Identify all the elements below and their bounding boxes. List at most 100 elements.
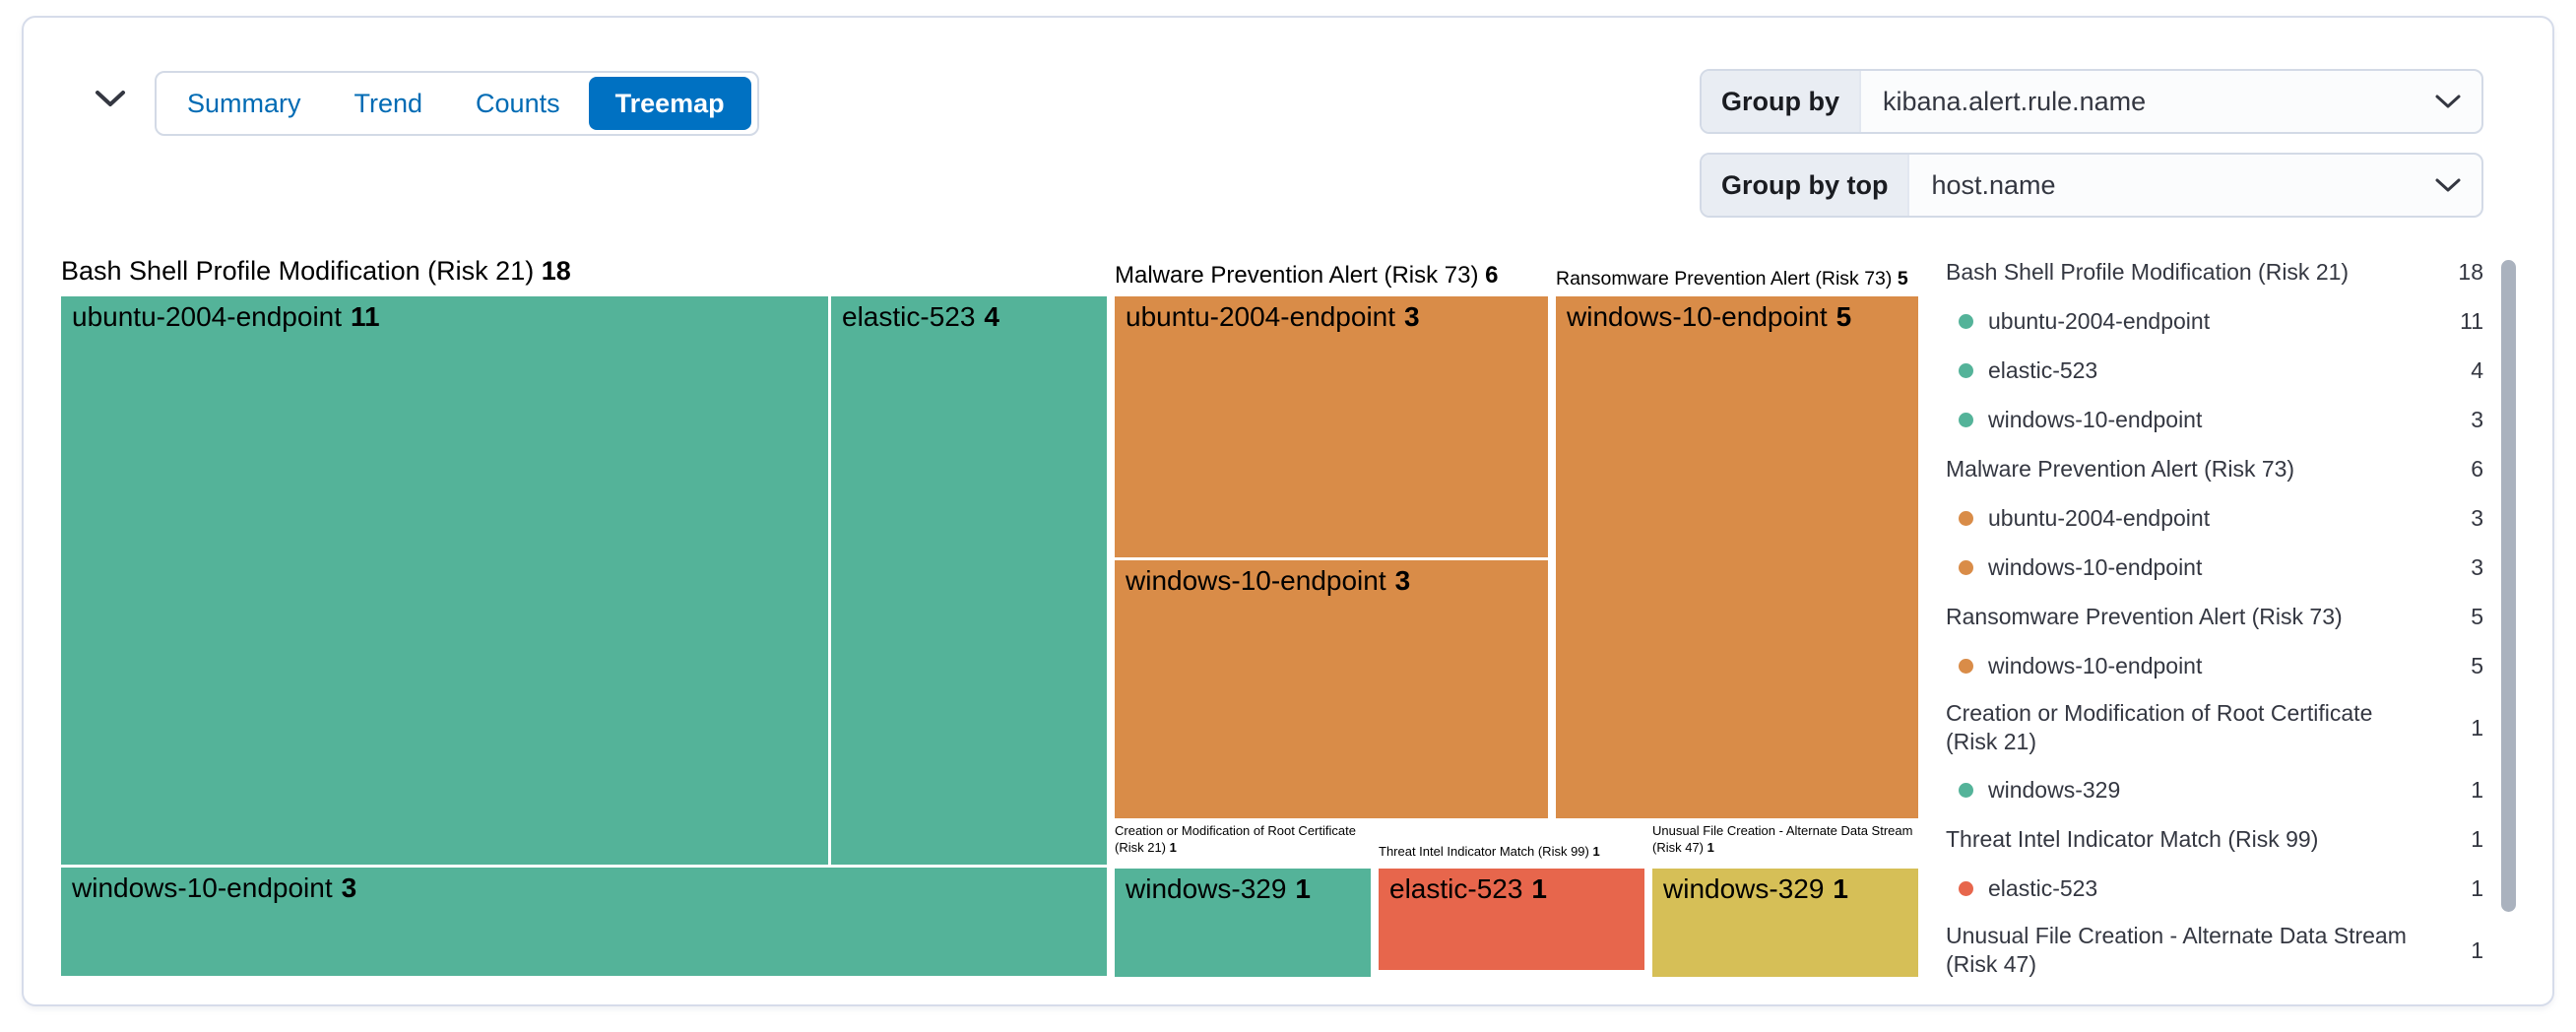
treemap-cell[interactable]: windows-10-endpoint 5 (1556, 296, 1918, 818)
legend-label: windows-10-endpoint (1988, 406, 2203, 432)
treemap-group-header: Unusual File Creation - Alternate Data S… (1652, 823, 1920, 857)
treemap-group-header: Ransomware Prevention Alert (Risk 73) 5 (1556, 268, 1908, 290)
group-by-top-control: Group by top host.name (1700, 153, 2483, 218)
legend-dot (1959, 782, 1973, 798)
legend-dot (1959, 559, 1973, 575)
chevron-down-icon[interactable] (2434, 155, 2481, 216)
legend-value: 6 (2471, 455, 2483, 482)
group-count: 6 (1485, 262, 1499, 289)
treemap-cell[interactable]: ubuntu-2004-endpoint 11 (61, 296, 828, 865)
legend-item-row[interactable]: elastic-523 4 (1946, 346, 2483, 395)
chevron-down-icon[interactable] (2434, 71, 2481, 132)
legend-value: 1 (2471, 825, 2483, 852)
legend-label: Threat Intel Indicator Match (Risk 99) (1946, 825, 2319, 852)
tab-counts[interactable]: Counts (449, 77, 587, 130)
legend-label: ubuntu-2004-endpoint (1988, 504, 2211, 531)
legend-title-row[interactable]: Bash Shell Profile Modification (Risk 21… (1946, 247, 2483, 296)
legend-value: 1 (2471, 936, 2483, 963)
treemap-cell[interactable]: elastic-523 1 (1379, 869, 1644, 970)
legend-label: Malware Prevention Alert (Risk 73) (1946, 455, 2295, 482)
legend-item-row[interactable]: windows-10-endpoint 3 (1946, 543, 2483, 592)
legend-item-row[interactable]: windows-10-endpoint 5 (1946, 641, 2483, 690)
treemap-group-header: Threat Intel Indicator Match (Risk 99) 1 (1379, 844, 1644, 861)
group-label: Malware Prevention Alert (Risk 73) (1115, 262, 1479, 289)
legend-item-row[interactable]: windows-329 1 (1946, 765, 2483, 814)
treemap-cell[interactable]: windows-329 1 (1115, 869, 1371, 977)
legend-title-row[interactable]: Ransomware Prevention Alert (Risk 73) 5 (1946, 592, 2483, 641)
legend-value: 11 (2460, 307, 2483, 334)
legend-dot (1959, 313, 1973, 329)
group-count: 18 (541, 256, 571, 286)
group-by-label: Group by (1702, 71, 1861, 132)
view-tab-group: Summary Trend Counts Treemap (155, 71, 759, 136)
legend-value: 4 (2471, 356, 2483, 383)
legend-item-row[interactable]: elastic-523 1 (1946, 864, 2483, 913)
legend-item-row[interactable]: ubuntu-2004-endpoint 3 (1946, 493, 2483, 543)
cell-label: ubuntu-2004-endpoint 11 (72, 301, 380, 332)
legend-value: 1 (2471, 714, 2483, 741)
legend-title-row[interactable]: Malware Prevention Alert (Risk 73) 6 (1946, 444, 2483, 493)
group-label: Threat Intel Indicator Match (Risk 99) (1379, 844, 1589, 859)
group-label: Creation or Modification of Root Certifi… (1115, 823, 1356, 855)
group-label: Ransomware Prevention Alert (Risk 73) (1556, 268, 1893, 290)
legend-value: 1 (2471, 874, 2483, 901)
legend-value: 5 (2471, 652, 2483, 678)
legend-title-row[interactable]: Unusual File Creation - Alternate Data S… (1946, 913, 2483, 988)
cell-label: windows-10-endpoint 3 (72, 872, 357, 903)
legend-title-row[interactable]: Creation or Modification of Root Certifi… (1946, 690, 2483, 765)
cell-label: elastic-523 1 (1389, 873, 1547, 904)
legend-value: 1 (2471, 776, 2483, 803)
group-count: 1 (1592, 844, 1600, 859)
legend-value: 3 (2471, 504, 2483, 531)
treemap-cell[interactable]: windows-10-endpoint 3 (61, 868, 1107, 976)
treemap-cell[interactable]: ubuntu-2004-endpoint 3 (1115, 296, 1548, 557)
group-by-control: Group by kibana.alert.rule.name (1700, 69, 2483, 134)
legend-item-row[interactable]: windows-10-endpoint 3 (1946, 395, 2483, 444)
legend-scrollbar-thumb[interactable] (2501, 260, 2516, 912)
legend-label: windows-10-endpoint (1988, 652, 2203, 678)
legend-label: windows-329 (1988, 776, 2121, 803)
alerts-panel: Summary Trend Counts Treemap Group by ki… (22, 16, 2554, 1006)
legend-label: Unusual File Creation - Alternate Data S… (1946, 923, 2407, 977)
cell-label: windows-329 1 (1126, 873, 1311, 904)
treemap-cell[interactable]: windows-10-endpoint 3 (1115, 560, 1548, 818)
treemap-group-header: Creation or Modification of Root Certifi… (1115, 823, 1379, 857)
group-by-top-select[interactable]: host.name (1931, 169, 2056, 200)
legend-value: 3 (2471, 406, 2483, 432)
cell-label: windows-10-endpoint 3 (1126, 565, 1411, 596)
chevron-down-icon (94, 88, 127, 109)
legend-label: elastic-523 (1988, 356, 2098, 383)
cell-label: elastic-523 4 (842, 301, 999, 332)
legend-label: ubuntu-2004-endpoint (1988, 307, 2211, 334)
legend-dot (1959, 658, 1973, 674)
tab-treemap[interactable]: Treemap (588, 77, 751, 130)
group-label: Unusual File Creation - Alternate Data S… (1652, 823, 1913, 855)
legend-value: 18 (2458, 258, 2483, 285)
group-by-top-label: Group by top (1702, 155, 1910, 216)
legend-dot (1959, 880, 1973, 896)
group-count: 5 (1897, 268, 1908, 290)
group-count: 1 (1169, 839, 1177, 855)
tab-trend[interactable]: Trend (328, 77, 450, 130)
cell-label: windows-10-endpoint 5 (1567, 301, 1852, 332)
group-by-select[interactable]: kibana.alert.rule.name (1883, 86, 2147, 116)
tab-summary[interactable]: Summary (161, 77, 328, 130)
legend-label: Bash Shell Profile Modification (Risk 21… (1946, 258, 2350, 285)
collapse-panel-button[interactable] (85, 75, 136, 122)
legend-dot (1959, 362, 1973, 378)
treemap-cell[interactable]: elastic-523 4 (831, 296, 1107, 865)
group-label: Bash Shell Profile Modification (Risk 21… (61, 256, 535, 286)
treemap-group-header: Bash Shell Profile Modification (Risk 21… (61, 256, 571, 287)
legend-title-row[interactable]: Threat Intel Indicator Match (Risk 99) 1 (1946, 814, 2483, 864)
cell-label: windows-329 1 (1663, 873, 1848, 904)
treemap-cell[interactable]: windows-329 1 (1652, 869, 1918, 977)
legend-dot (1959, 412, 1973, 427)
legend-label: elastic-523 (1988, 874, 2098, 901)
legend-dot (1959, 510, 1973, 526)
legend-value: 3 (2471, 553, 2483, 580)
treemap-group-header: Malware Prevention Alert (Risk 73) 6 (1115, 262, 1499, 290)
cell-label: ubuntu-2004-endpoint 3 (1126, 301, 1420, 332)
legend-label: Ransomware Prevention Alert (Risk 73) (1946, 603, 2343, 629)
legend-item-row[interactable]: ubuntu-2004-endpoint 11 (1946, 296, 2483, 346)
